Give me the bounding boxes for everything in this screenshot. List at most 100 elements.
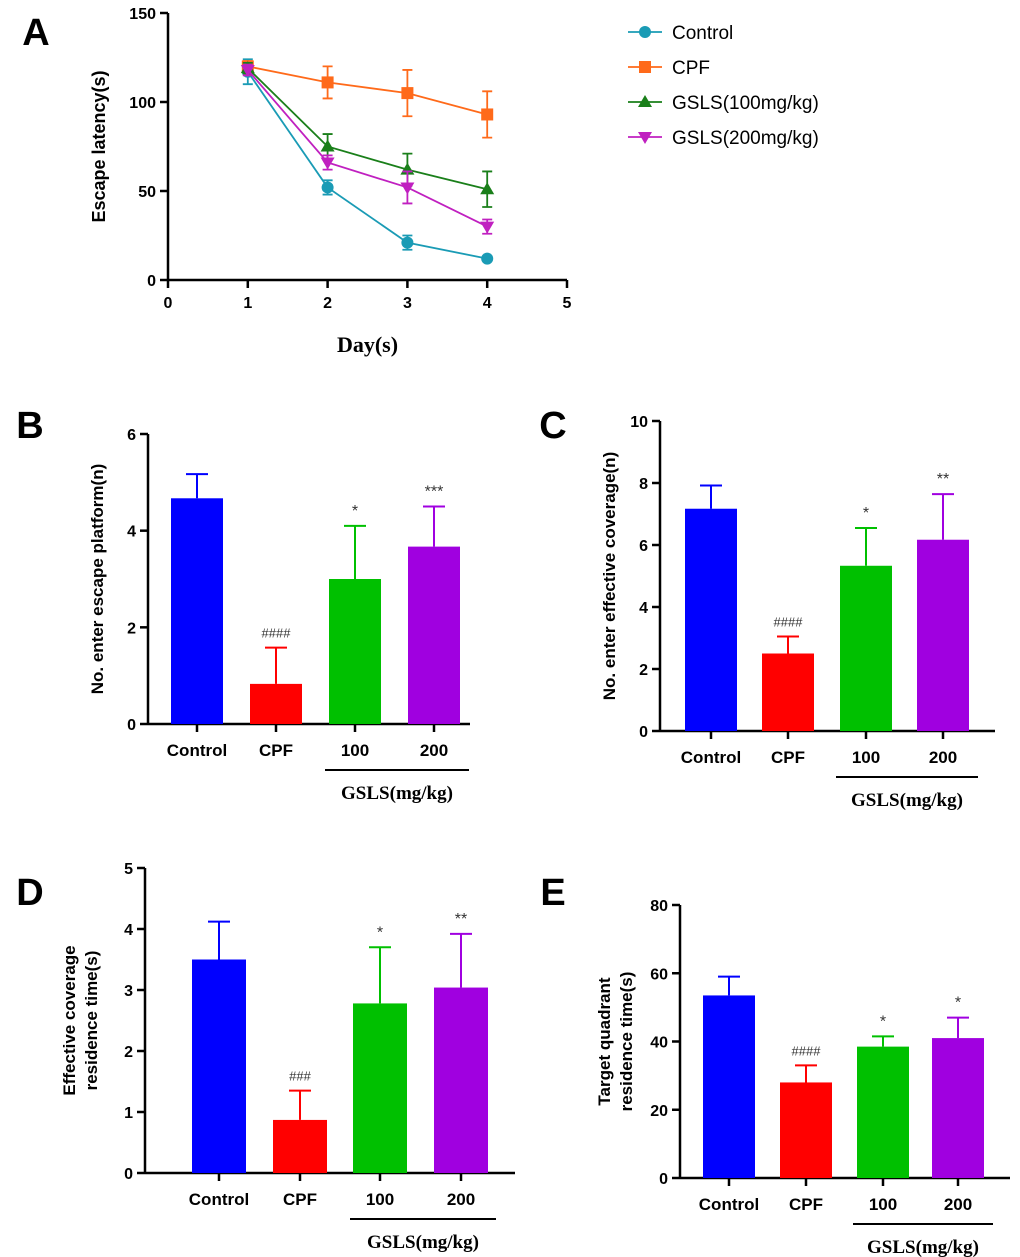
x-tick-label: 200 [447,1190,475,1209]
significance-mark: #### [262,626,292,641]
y-tick-label: 80 [650,898,668,915]
x-tick-label: 200 [944,1195,972,1214]
bar-100 [329,579,381,724]
bar-CPF [762,653,814,731]
x-tick-label: 100 [366,1190,394,1209]
bar-Control [192,959,246,1173]
x-tick-label: 0 [164,295,173,312]
error-bar [795,1064,817,1083]
y-tick-label: 1 [124,1105,133,1122]
x-tick-label: 5 [563,295,572,312]
y-axis-label: residence time(s) [82,951,101,1091]
y-tick-label: 6 [639,538,648,555]
data-point [321,181,334,194]
error-bar [700,484,722,509]
y-tick-label: 8 [639,476,648,493]
y-tick-label: 150 [129,6,156,23]
y-tick-label: 3 [124,983,133,1000]
panel-label-C: C [539,405,566,447]
y-tick-label: 4 [124,922,133,939]
data-point [321,76,334,89]
x-tick-label: 100 [852,748,880,767]
series-line [247,65,488,116]
panel-label-B: B [16,405,43,447]
data-point [480,182,495,195]
legend-marker [638,132,652,144]
data-point [481,108,494,121]
y-axis-label: residence time(s) [617,972,636,1112]
x-tick-label: Control [699,1195,759,1214]
error-bar [947,1016,969,1039]
error-bar [369,946,391,1004]
error-bar [186,473,208,499]
y-tick-label: 4 [127,524,136,541]
data-point [320,157,335,170]
data-point [320,139,335,152]
series-line [247,67,488,191]
error-bar [208,920,230,960]
bar-Control [703,995,755,1178]
x-tick-label: 4 [483,295,492,312]
group-label: GSLS(mg/kg) [851,790,963,811]
significance-mark: * [880,1013,886,1030]
y-tick-label: 0 [659,1171,668,1188]
significance-mark: #### [792,1043,822,1058]
legend-marker [638,95,652,107]
x-tick-label: CPF [259,741,293,760]
group-label: GSLS(mg/kg) [341,783,453,804]
x-tick-label: 100 [341,741,369,760]
bar-100 [353,1003,407,1173]
x-tick-label: Control [681,748,741,767]
group-label: GSLS(mg/kg) [367,1232,479,1253]
legend-label: Control [672,23,733,44]
data-point [481,252,494,265]
x-tick-label: CPF [771,748,805,767]
data-point [401,236,414,249]
x-tick-label: CPF [789,1195,823,1214]
significance-mark: * [352,503,358,520]
x-tick-label: 100 [869,1195,897,1214]
data-point [240,64,255,77]
significance-mark: ** [937,471,949,488]
x-tick-label: 3 [403,295,412,312]
error-bar [872,1035,894,1047]
bar-CPF [250,683,302,724]
legend-marker [639,61,651,73]
significance-mark: * [377,924,383,941]
y-tick-label: 0 [127,717,136,734]
x-tick-label: Control [189,1190,249,1209]
significance-mark: * [863,505,869,522]
legend-label: GSLS(200mg/kg) [672,128,819,149]
bar-CPF [273,1119,327,1173]
panel-label-E: E [540,872,565,914]
group-label: GSLS(mg/kg) [867,1237,979,1257]
y-tick-label: 50 [138,184,156,201]
y-tick-label: 20 [650,1103,668,1120]
y-tick-label: 2 [639,662,648,679]
x-tick-label: 200 [420,741,448,760]
y-axis-label: Effective coverage [60,945,79,1095]
panel-label-A: A [22,12,49,54]
x-tick-label: 1 [243,295,252,312]
data-point [401,87,414,100]
y-tick-label: 40 [650,1035,668,1052]
panel-label-D: D [16,872,43,914]
bar-100 [840,565,892,731]
y-axis-label: No. enter effective coverage(n) [600,452,619,700]
error-bar [423,505,445,547]
bar-200 [932,1038,984,1178]
significance-mark: *** [425,484,444,501]
significance-mark: ** [455,911,467,928]
error-bar [855,526,877,566]
y-tick-label: 100 [129,95,156,112]
data-point [400,182,415,195]
bar-Control [685,508,737,731]
significance-mark: * [955,995,961,1012]
bar-200 [434,987,488,1173]
y-tick-label: 0 [147,273,156,290]
bar-200 [917,539,969,731]
y-axis-label: Escape latency(s) [89,70,109,222]
y-tick-label: 60 [650,966,668,983]
legend-marker [639,26,651,38]
